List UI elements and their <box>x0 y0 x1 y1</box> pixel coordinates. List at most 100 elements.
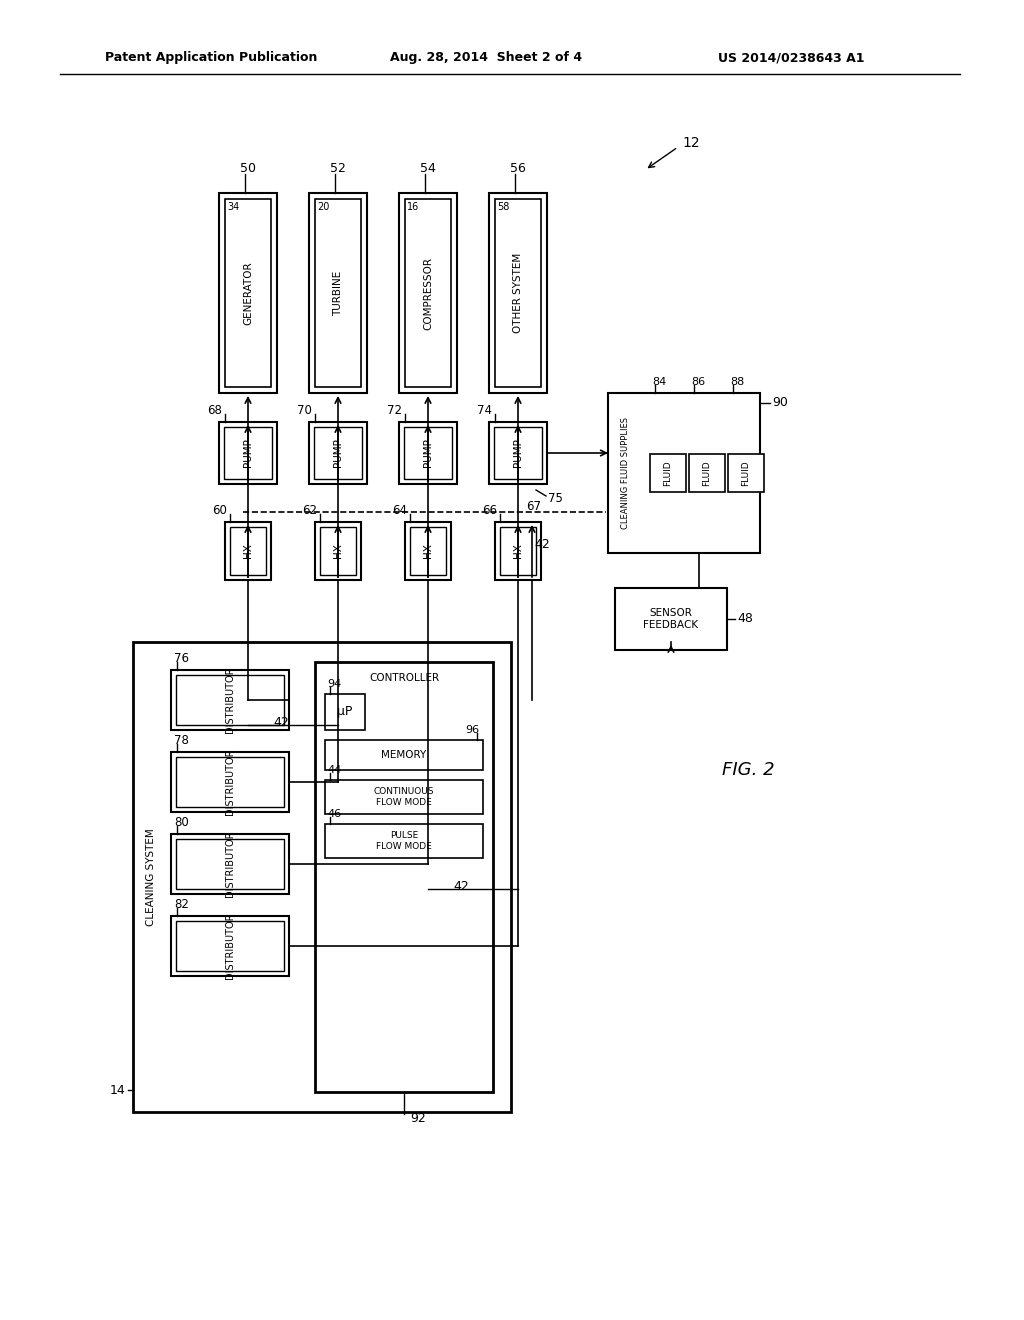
Bar <box>406 199 451 387</box>
Text: 42: 42 <box>534 537 550 550</box>
Text: 14: 14 <box>110 1084 125 1097</box>
Bar <box>176 756 284 807</box>
Text: 44: 44 <box>327 766 341 775</box>
Bar <box>650 454 686 492</box>
Text: 12: 12 <box>682 136 699 150</box>
Text: 74: 74 <box>477 404 492 417</box>
Text: 60: 60 <box>212 504 227 517</box>
Text: 20: 20 <box>317 202 330 213</box>
Text: HX: HX <box>243 544 253 558</box>
Bar <box>171 834 289 894</box>
Text: 72: 72 <box>387 404 402 417</box>
Bar <box>171 916 289 975</box>
Bar <box>315 199 361 387</box>
Bar <box>495 199 541 387</box>
Text: Aug. 28, 2014  Sheet 2 of 4: Aug. 28, 2014 Sheet 2 of 4 <box>390 51 582 65</box>
Text: FLUID: FLUID <box>702 461 712 486</box>
Bar <box>325 694 365 730</box>
Text: 48: 48 <box>737 612 753 626</box>
Bar <box>489 193 547 393</box>
Text: HX: HX <box>513 544 523 558</box>
Bar <box>406 521 451 579</box>
Bar <box>325 741 483 770</box>
Bar <box>404 426 452 479</box>
Text: 42: 42 <box>273 717 289 730</box>
Text: CLEANING FLUID SUPPLIES: CLEANING FLUID SUPPLIES <box>622 417 631 529</box>
Text: COMPRESSOR: COMPRESSOR <box>423 256 433 330</box>
Text: 96: 96 <box>465 725 479 735</box>
Text: 78: 78 <box>174 734 188 747</box>
Bar <box>315 521 361 579</box>
Text: 46: 46 <box>327 809 341 818</box>
Bar <box>399 193 457 393</box>
Bar <box>224 426 272 479</box>
Bar <box>325 780 483 814</box>
Text: 58: 58 <box>497 202 509 213</box>
Text: 94: 94 <box>327 678 341 689</box>
Text: 66: 66 <box>482 504 497 517</box>
Text: HX: HX <box>333 544 343 558</box>
Text: 82: 82 <box>174 899 188 912</box>
Bar <box>314 426 362 479</box>
Text: FIG. 2: FIG. 2 <box>722 762 774 779</box>
Text: 75: 75 <box>548 491 563 504</box>
Bar <box>325 824 483 858</box>
Text: PULSE
FLOW MODE: PULSE FLOW MODE <box>376 832 432 850</box>
Text: CLEANING SYSTEM: CLEANING SYSTEM <box>146 828 156 925</box>
Bar <box>399 422 457 484</box>
Bar <box>615 587 727 649</box>
Text: GENERATOR: GENERATOR <box>243 261 253 325</box>
Text: DISTRIBUTOR: DISTRIBUTOR <box>225 912 234 979</box>
Bar <box>689 454 725 492</box>
Text: 16: 16 <box>407 202 419 213</box>
Bar <box>410 527 446 576</box>
Text: DISTRIBUTOR: DISTRIBUTOR <box>225 667 234 733</box>
Text: HX: HX <box>423 544 433 558</box>
Text: TURBINE: TURBINE <box>333 271 343 315</box>
Text: SENSOR
FEEDBACK: SENSOR FEEDBACK <box>643 609 698 630</box>
Text: FLUID: FLUID <box>664 461 673 486</box>
Text: 56: 56 <box>510 162 526 176</box>
Text: 62: 62 <box>302 504 317 517</box>
Text: DISTRIBUTOR: DISTRIBUTOR <box>225 748 234 816</box>
Bar <box>176 675 284 725</box>
Text: 42: 42 <box>454 880 469 894</box>
Bar <box>315 663 493 1092</box>
Text: OTHER SYSTEM: OTHER SYSTEM <box>513 253 523 333</box>
Text: CONTROLLER: CONTROLLER <box>369 673 439 682</box>
Text: PUMP: PUMP <box>423 438 433 467</box>
Bar <box>171 752 289 812</box>
Text: CONTINUOUS
FLOW MODE: CONTINUOUS FLOW MODE <box>374 787 434 807</box>
Bar <box>309 193 367 393</box>
Text: 50: 50 <box>240 162 256 176</box>
Bar <box>176 840 284 888</box>
Text: FLUID: FLUID <box>741 461 751 486</box>
Text: DISTRIBUTOR: DISTRIBUTOR <box>225 830 234 898</box>
Bar <box>230 527 266 576</box>
Text: 80: 80 <box>174 817 188 829</box>
Text: 68: 68 <box>207 404 222 417</box>
Text: 70: 70 <box>297 404 312 417</box>
Text: µP: µP <box>337 705 352 718</box>
Text: MEMORY: MEMORY <box>381 750 427 760</box>
Text: 54: 54 <box>420 162 436 176</box>
Text: 52: 52 <box>330 162 346 176</box>
Bar <box>500 527 536 576</box>
Text: PUMP: PUMP <box>513 438 523 467</box>
Bar <box>225 199 271 387</box>
Bar <box>133 642 511 1111</box>
Text: Patent Application Publication: Patent Application Publication <box>105 51 317 65</box>
Text: 88: 88 <box>730 378 744 387</box>
Bar <box>608 393 760 553</box>
Text: US 2014/0238643 A1: US 2014/0238643 A1 <box>718 51 864 65</box>
Text: 76: 76 <box>174 652 189 665</box>
Text: 67: 67 <box>526 499 541 512</box>
Text: 64: 64 <box>392 504 407 517</box>
Bar <box>309 422 367 484</box>
Bar <box>176 921 284 972</box>
Bar <box>495 521 541 579</box>
Text: 84: 84 <box>652 378 667 387</box>
Bar <box>489 422 547 484</box>
Text: 92: 92 <box>410 1111 426 1125</box>
Text: PUMP: PUMP <box>333 438 343 467</box>
